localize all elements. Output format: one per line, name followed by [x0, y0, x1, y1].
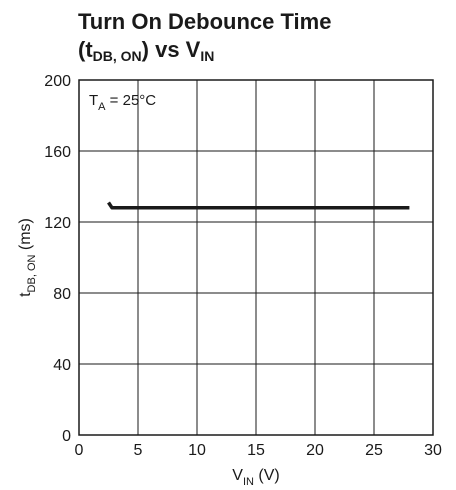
y-tick-label: 200: [44, 73, 71, 90]
grid-lines: [79, 80, 433, 435]
x-tick-label: 10: [188, 442, 206, 459]
x-axis-label: VIN (V): [232, 467, 279, 488]
x-tick-label: 30: [424, 442, 442, 459]
x-tick-label: 0: [75, 442, 84, 459]
x-tick-label: 5: [134, 442, 143, 459]
plot-frame: [78, 79, 434, 436]
y-tick-label: 0: [62, 428, 71, 445]
chart-title: Turn On Debounce Time (tDB, ON) vs VIN: [78, 8, 331, 70]
x-tick-labels: 0 5 10 15 20 25 30: [75, 442, 442, 459]
series-line: [107, 201, 410, 210]
temperature-annotation: TA = 25°C: [89, 92, 156, 113]
y-tick-label: 80: [53, 286, 71, 303]
y-tick-label: 120: [44, 215, 71, 232]
y-tick-labels: 0 40 80 120 160 200: [44, 73, 71, 445]
chart-title-line1: Turn On Debounce Time: [78, 9, 332, 34]
y-axis-label: tDB, ON (ms): [17, 218, 38, 297]
x-tick-label: 20: [306, 442, 324, 459]
series-group: [107, 201, 410, 210]
chart-title-line2: (tDB, ON) vs VIN: [78, 37, 215, 64]
y-tick-label: 40: [53, 357, 71, 374]
x-tick-label: 15: [247, 442, 265, 459]
y-tick-label: 160: [44, 144, 71, 161]
x-tick-label: 25: [365, 442, 383, 459]
